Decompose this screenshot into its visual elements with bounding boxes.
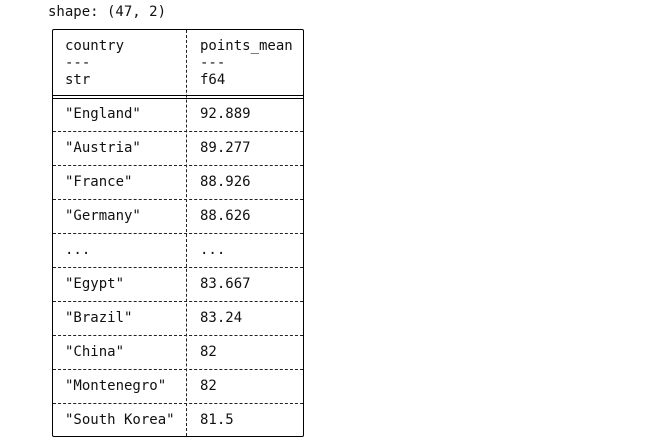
row-separator: [53, 267, 303, 268]
cell-country: "Montenegro": [65, 378, 167, 394]
cell-points-mean: 88.926: [200, 174, 251, 190]
row-separator: [53, 369, 303, 370]
shape-label: shape: (47, 2): [48, 4, 167, 20]
row-separator: [53, 301, 303, 302]
cell-points-mean: 83.667: [200, 276, 251, 292]
cell-country: "South Korea": [65, 412, 175, 428]
header-country-dtype: str: [65, 72, 91, 88]
row-separator: [53, 131, 303, 132]
cell-points-mean: 92.889: [200, 106, 251, 122]
cell-country-ellipsis: ...: [65, 242, 91, 258]
cell-country: "Germany": [65, 208, 141, 224]
cell-points-mean: 89.277: [200, 140, 251, 156]
cell-points-mean: 88.626: [200, 208, 251, 224]
header-divider: [53, 95, 303, 99]
cell-points-mean: 81.5: [200, 412, 234, 428]
cell-country: "France": [65, 174, 133, 190]
cell-country: "England": [65, 106, 141, 122]
row-separator: [53, 233, 303, 234]
cell-country: "China": [65, 344, 125, 360]
row-separator: [53, 165, 303, 166]
header-points-mean-separator: ---: [200, 55, 226, 71]
header-points-mean-name: points_mean: [200, 38, 293, 54]
row-separator: [53, 403, 303, 404]
row-separator: [53, 199, 303, 200]
cell-points-mean: 83.24: [200, 310, 243, 326]
row-separator: [53, 335, 303, 336]
cell-country: "Austria": [65, 140, 141, 156]
cell-points-mean-ellipsis: ...: [200, 242, 226, 258]
header-country-name: country: [65, 38, 125, 54]
cell-points-mean: 82: [200, 344, 217, 360]
cell-country: "Brazil": [65, 310, 133, 326]
header-country-separator: ---: [65, 55, 91, 71]
cell-country: "Egypt": [65, 276, 125, 292]
header-points-mean-dtype: f64: [200, 72, 226, 88]
dataframe-table: [52, 29, 304, 437]
cell-points-mean: 82: [200, 378, 217, 394]
